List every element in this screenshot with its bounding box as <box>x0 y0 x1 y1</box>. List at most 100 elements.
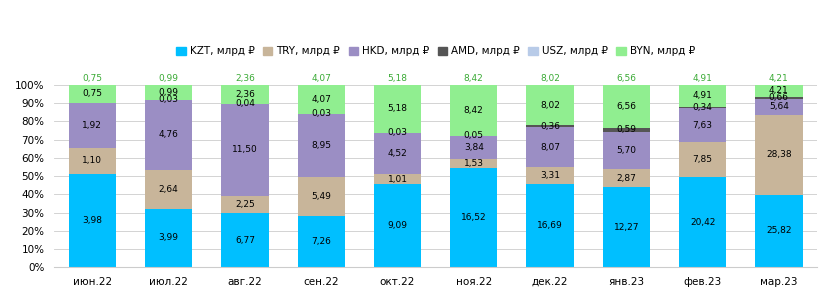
Text: 2,64: 2,64 <box>159 185 179 194</box>
Bar <box>679 107 726 108</box>
Text: 0,75: 0,75 <box>82 74 102 83</box>
Text: 5,18: 5,18 <box>388 104 408 113</box>
Text: 5,49: 5,49 <box>311 192 331 201</box>
Text: 4,07: 4,07 <box>311 95 331 104</box>
Text: 8,42: 8,42 <box>464 74 483 83</box>
Bar <box>145 85 192 100</box>
Bar <box>374 184 421 267</box>
Text: 8,02: 8,02 <box>540 74 560 83</box>
Text: 7,85: 7,85 <box>692 155 712 164</box>
Bar <box>298 177 344 216</box>
Text: 8,42: 8,42 <box>464 106 483 115</box>
Bar <box>374 85 421 133</box>
Bar <box>298 216 344 267</box>
Text: 28,38: 28,38 <box>766 150 792 159</box>
Text: 3,84: 3,84 <box>463 143 483 152</box>
Bar <box>145 100 192 170</box>
Text: 0,99: 0,99 <box>159 88 179 97</box>
Text: 2,36: 2,36 <box>235 90 255 99</box>
Text: 16,52: 16,52 <box>461 213 487 222</box>
Text: 8,07: 8,07 <box>540 143 560 152</box>
Text: 3,31: 3,31 <box>540 171 560 180</box>
Text: 20,42: 20,42 <box>690 217 716 226</box>
Text: 3,99: 3,99 <box>159 233 179 243</box>
Text: 8,02: 8,02 <box>540 101 560 110</box>
Bar <box>450 85 498 136</box>
Bar <box>374 133 421 175</box>
Bar <box>69 148 116 174</box>
Bar <box>298 85 344 114</box>
Text: 6,56: 6,56 <box>617 74 636 83</box>
Text: 16,69: 16,69 <box>537 221 563 230</box>
Bar <box>602 85 650 128</box>
Bar <box>221 85 269 104</box>
Legend: KZT, млрд ₽, TRY, млрд ₽, HKD, млрд ₽, AMD, млрд ₽, USZ, млрд ₽, BYN, млрд ₽: KZT, млрд ₽, TRY, млрд ₽, HKD, млрд ₽, A… <box>172 42 699 60</box>
Bar <box>755 85 803 97</box>
Text: 2,87: 2,87 <box>617 174 636 182</box>
Text: 0,36: 0,36 <box>540 121 560 130</box>
Text: 2,25: 2,25 <box>235 200 255 209</box>
Text: 12,27: 12,27 <box>613 223 639 232</box>
Bar <box>145 209 192 267</box>
Bar <box>450 136 498 159</box>
Text: 4,52: 4,52 <box>388 149 408 158</box>
Text: 0,66: 0,66 <box>769 93 789 102</box>
Text: 3,98: 3,98 <box>82 216 102 225</box>
Text: 0,04: 0,04 <box>235 99 255 108</box>
Text: 4,76: 4,76 <box>159 130 179 140</box>
Text: 8,95: 8,95 <box>311 141 331 150</box>
Text: 0,05: 0,05 <box>463 131 483 140</box>
Bar <box>69 85 116 103</box>
Text: 1,10: 1,10 <box>82 156 102 165</box>
Bar <box>755 115 803 194</box>
Text: 0,34: 0,34 <box>693 103 712 112</box>
Text: 4,07: 4,07 <box>311 74 331 83</box>
Bar <box>527 125 574 127</box>
Bar <box>755 99 803 115</box>
Text: 0,99: 0,99 <box>159 74 179 83</box>
Bar <box>679 85 726 107</box>
Text: 0,03: 0,03 <box>159 95 179 104</box>
Bar <box>450 159 498 168</box>
Bar <box>602 169 650 188</box>
Bar <box>298 114 344 177</box>
Text: 0,03: 0,03 <box>388 128 408 137</box>
Bar <box>527 184 574 267</box>
Bar <box>679 108 726 142</box>
Text: 2,36: 2,36 <box>235 74 255 83</box>
Bar <box>755 194 803 267</box>
Text: 4,21: 4,21 <box>769 74 789 83</box>
Text: 9,09: 9,09 <box>388 221 408 230</box>
Text: 5,64: 5,64 <box>769 102 789 111</box>
Text: 4,21: 4,21 <box>769 86 789 95</box>
Text: 0,59: 0,59 <box>617 125 636 134</box>
Text: 25,82: 25,82 <box>766 226 791 236</box>
Text: 11,50: 11,50 <box>232 145 258 154</box>
Text: 7,26: 7,26 <box>311 237 331 246</box>
Bar <box>679 142 726 177</box>
Bar <box>527 127 574 167</box>
Bar <box>602 128 650 132</box>
Bar <box>221 104 269 196</box>
Text: 1,53: 1,53 <box>463 159 483 168</box>
Text: 0,75: 0,75 <box>82 89 102 98</box>
Bar <box>527 85 574 125</box>
Text: 1,01: 1,01 <box>388 175 408 184</box>
Bar <box>450 168 498 267</box>
Text: 4,91: 4,91 <box>693 74 712 83</box>
Bar <box>221 196 269 214</box>
Bar <box>69 174 116 267</box>
Bar <box>527 167 574 184</box>
Bar <box>679 177 726 267</box>
Bar <box>755 97 803 99</box>
Bar <box>374 175 421 184</box>
Text: 1,92: 1,92 <box>82 121 102 130</box>
Bar <box>145 170 192 209</box>
Text: 0,03: 0,03 <box>311 109 331 118</box>
Text: 5,70: 5,70 <box>617 146 636 155</box>
Bar <box>221 214 269 267</box>
Bar <box>602 188 650 267</box>
Bar <box>69 103 116 148</box>
Text: 4,91: 4,91 <box>693 92 712 100</box>
Text: 6,77: 6,77 <box>235 236 255 245</box>
